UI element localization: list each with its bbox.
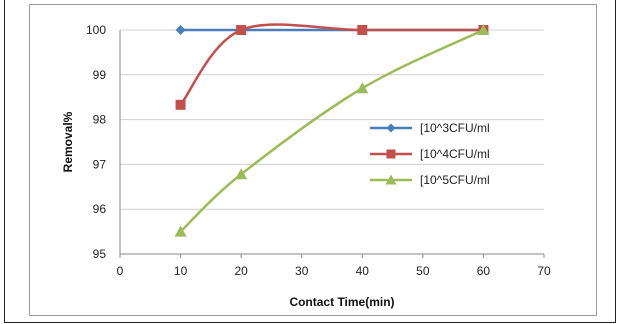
data-point-diamond: [175, 25, 186, 35]
x-tick-labels: 0 10 20 30 40 50 60 70: [117, 264, 551, 278]
series-group: [174, 23, 490, 237]
chart-area: [29, 4, 597, 316]
legend-item: [10^4CFU/ml: [370, 147, 490, 161]
page-frame: [4, 0, 616, 323]
legend-label: [10^3CFU/ml: [420, 121, 490, 135]
y-tick-label: 98: [93, 113, 107, 127]
data-point-triangle: [356, 82, 369, 94]
data-point-square: [236, 25, 247, 35]
series-line: [179, 28, 484, 233]
x-axis-label: Contact Time(min): [289, 295, 394, 309]
data-point-triangle: [477, 24, 490, 35]
y-tick-label: 100: [86, 23, 106, 37]
data-point-square: [386, 149, 396, 159]
data-point-square: [175, 99, 186, 110]
y-tick-label: 96: [93, 202, 107, 216]
series-line: [179, 23, 484, 106]
x-tick-label: 50: [416, 264, 430, 278]
series-3: [174, 24, 490, 237]
data-point-triangle: [235, 168, 248, 180]
series-2: [175, 23, 489, 110]
data-point-square: [357, 25, 368, 35]
legend-item: [10^5CFU/ml: [370, 173, 490, 187]
x-tick-label: 70: [537, 264, 551, 278]
x-tick-label: 60: [477, 264, 491, 278]
y-tick-label: 95: [93, 247, 107, 261]
x-tick-label: 30: [295, 264, 309, 278]
y-tick-label: 97: [93, 157, 107, 171]
x-tick-label: 10: [174, 264, 188, 278]
data-point-triangle: [385, 174, 397, 185]
data-point-triangle: [174, 225, 187, 237]
axes: [119, 30, 545, 258]
data-point-diamond: [386, 123, 396, 133]
legend: [10^3CFU/ml [10^4CFU/ml [10^5CFU/ml: [370, 121, 490, 187]
legend-item: [10^3CFU/ml: [370, 121, 490, 135]
x-tick-label: 40: [356, 264, 370, 278]
y-tick-label: 99: [93, 68, 107, 82]
y-axis-label: Removal%: [61, 111, 75, 172]
legend-label: [10^5CFU/ml: [420, 173, 490, 187]
x-tick-label: 20: [234, 264, 248, 278]
legend-label: [10^4CFU/ml: [420, 147, 490, 161]
y-tick-labels: 95 96 97 98 99 100: [86, 23, 106, 261]
x-tick-label: 0: [117, 264, 124, 278]
